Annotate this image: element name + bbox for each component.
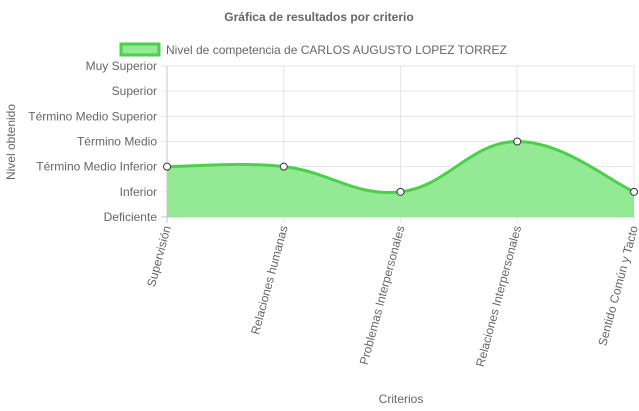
data-point[interactable] bbox=[513, 137, 522, 146]
x-tick-label: Problemas Interpersonales bbox=[357, 224, 408, 366]
y-tick-label: Deficiente bbox=[104, 210, 158, 224]
data-point[interactable] bbox=[163, 162, 171, 171]
y-tick-label: Término Medio Inferior bbox=[36, 160, 157, 174]
x-axis-label: Criterios bbox=[379, 392, 424, 406]
y-tick-label: Término Medio Superior bbox=[28, 109, 157, 123]
y-axis-label: Nivel obtenido bbox=[4, 104, 18, 180]
data-point[interactable] bbox=[279, 162, 288, 171]
y-tick-label: Superior bbox=[112, 84, 157, 98]
x-tick-label: Relaciones Interpersonales bbox=[473, 224, 524, 368]
x-tick-label: Sentido Común y Tacto bbox=[595, 224, 639, 348]
y-tick-label: Inferior bbox=[120, 185, 157, 199]
series-fill bbox=[167, 141, 634, 217]
y-tick-label: Término Medio bbox=[77, 135, 157, 149]
y-tick-label: Muy Superior bbox=[86, 59, 157, 73]
legend-swatch bbox=[119, 42, 161, 57]
x-ticks: Supervisión Relaciones humanas Problemas I… bbox=[144, 224, 639, 368]
legend[interactable]: Nivel de competencia de CARLOS AUGUSTO L… bbox=[119, 42, 507, 57]
x-tick-label: Supervisión bbox=[144, 224, 174, 288]
data-point[interactable] bbox=[630, 187, 638, 196]
x-tick-label: Relaciones humanas bbox=[248, 224, 291, 336]
y-ticks: Deficiente Inferior Término Medio Inferior… bbox=[28, 59, 157, 224]
legend-label: Nivel de competencia de CARLOS AUGUSTO L… bbox=[166, 43, 507, 57]
chart-title: Gráfica de resultados por criterio bbox=[224, 10, 413, 24]
data-point[interactable] bbox=[396, 187, 405, 196]
data-points bbox=[163, 137, 638, 196]
